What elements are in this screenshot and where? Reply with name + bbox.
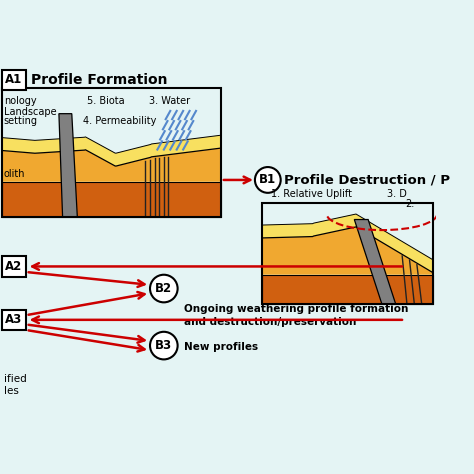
Text: 3. Water: 3. Water: [149, 97, 190, 107]
Text: 5. Biota: 5. Biota: [87, 97, 125, 107]
Text: New profiles: New profiles: [184, 342, 258, 352]
Text: B2: B2: [155, 282, 173, 295]
Text: Ongoing weathering profile formation: Ongoing weathering profile formation: [184, 303, 409, 313]
Text: nology: nology: [4, 97, 36, 107]
Text: 4. Permeability: 4. Permeability: [83, 116, 156, 126]
Text: 3. D: 3. D: [386, 189, 406, 199]
Text: 2.: 2.: [405, 199, 414, 209]
Text: Profile Destruction / P: Profile Destruction / P: [284, 173, 450, 186]
Circle shape: [150, 275, 178, 302]
Polygon shape: [262, 227, 433, 275]
Circle shape: [150, 332, 178, 359]
Polygon shape: [262, 275, 433, 304]
FancyBboxPatch shape: [2, 70, 26, 90]
Polygon shape: [2, 148, 221, 182]
Text: and destruction/preservation: and destruction/preservation: [184, 318, 356, 328]
Text: B1: B1: [259, 173, 276, 186]
FancyBboxPatch shape: [2, 256, 26, 276]
Text: Landscape: Landscape: [4, 107, 56, 117]
Bar: [262, 203, 433, 304]
Text: setting: setting: [4, 116, 37, 126]
Text: A2: A2: [5, 260, 22, 273]
Polygon shape: [262, 214, 433, 273]
Circle shape: [255, 167, 281, 193]
Polygon shape: [2, 135, 221, 166]
Text: A1: A1: [5, 73, 22, 86]
Text: ified: ified: [4, 374, 27, 384]
Text: A3: A3: [5, 313, 22, 326]
Polygon shape: [2, 182, 221, 217]
Text: les: les: [4, 386, 18, 396]
Text: Profile Formation: Profile Formation: [31, 73, 168, 87]
Text: olith: olith: [4, 169, 25, 179]
FancyBboxPatch shape: [2, 310, 26, 330]
Text: B3: B3: [155, 339, 173, 352]
Text: 1. Relative Uplift: 1. Relative Uplift: [272, 189, 353, 199]
Polygon shape: [59, 114, 77, 217]
Polygon shape: [355, 219, 396, 304]
Bar: [2, 88, 221, 217]
